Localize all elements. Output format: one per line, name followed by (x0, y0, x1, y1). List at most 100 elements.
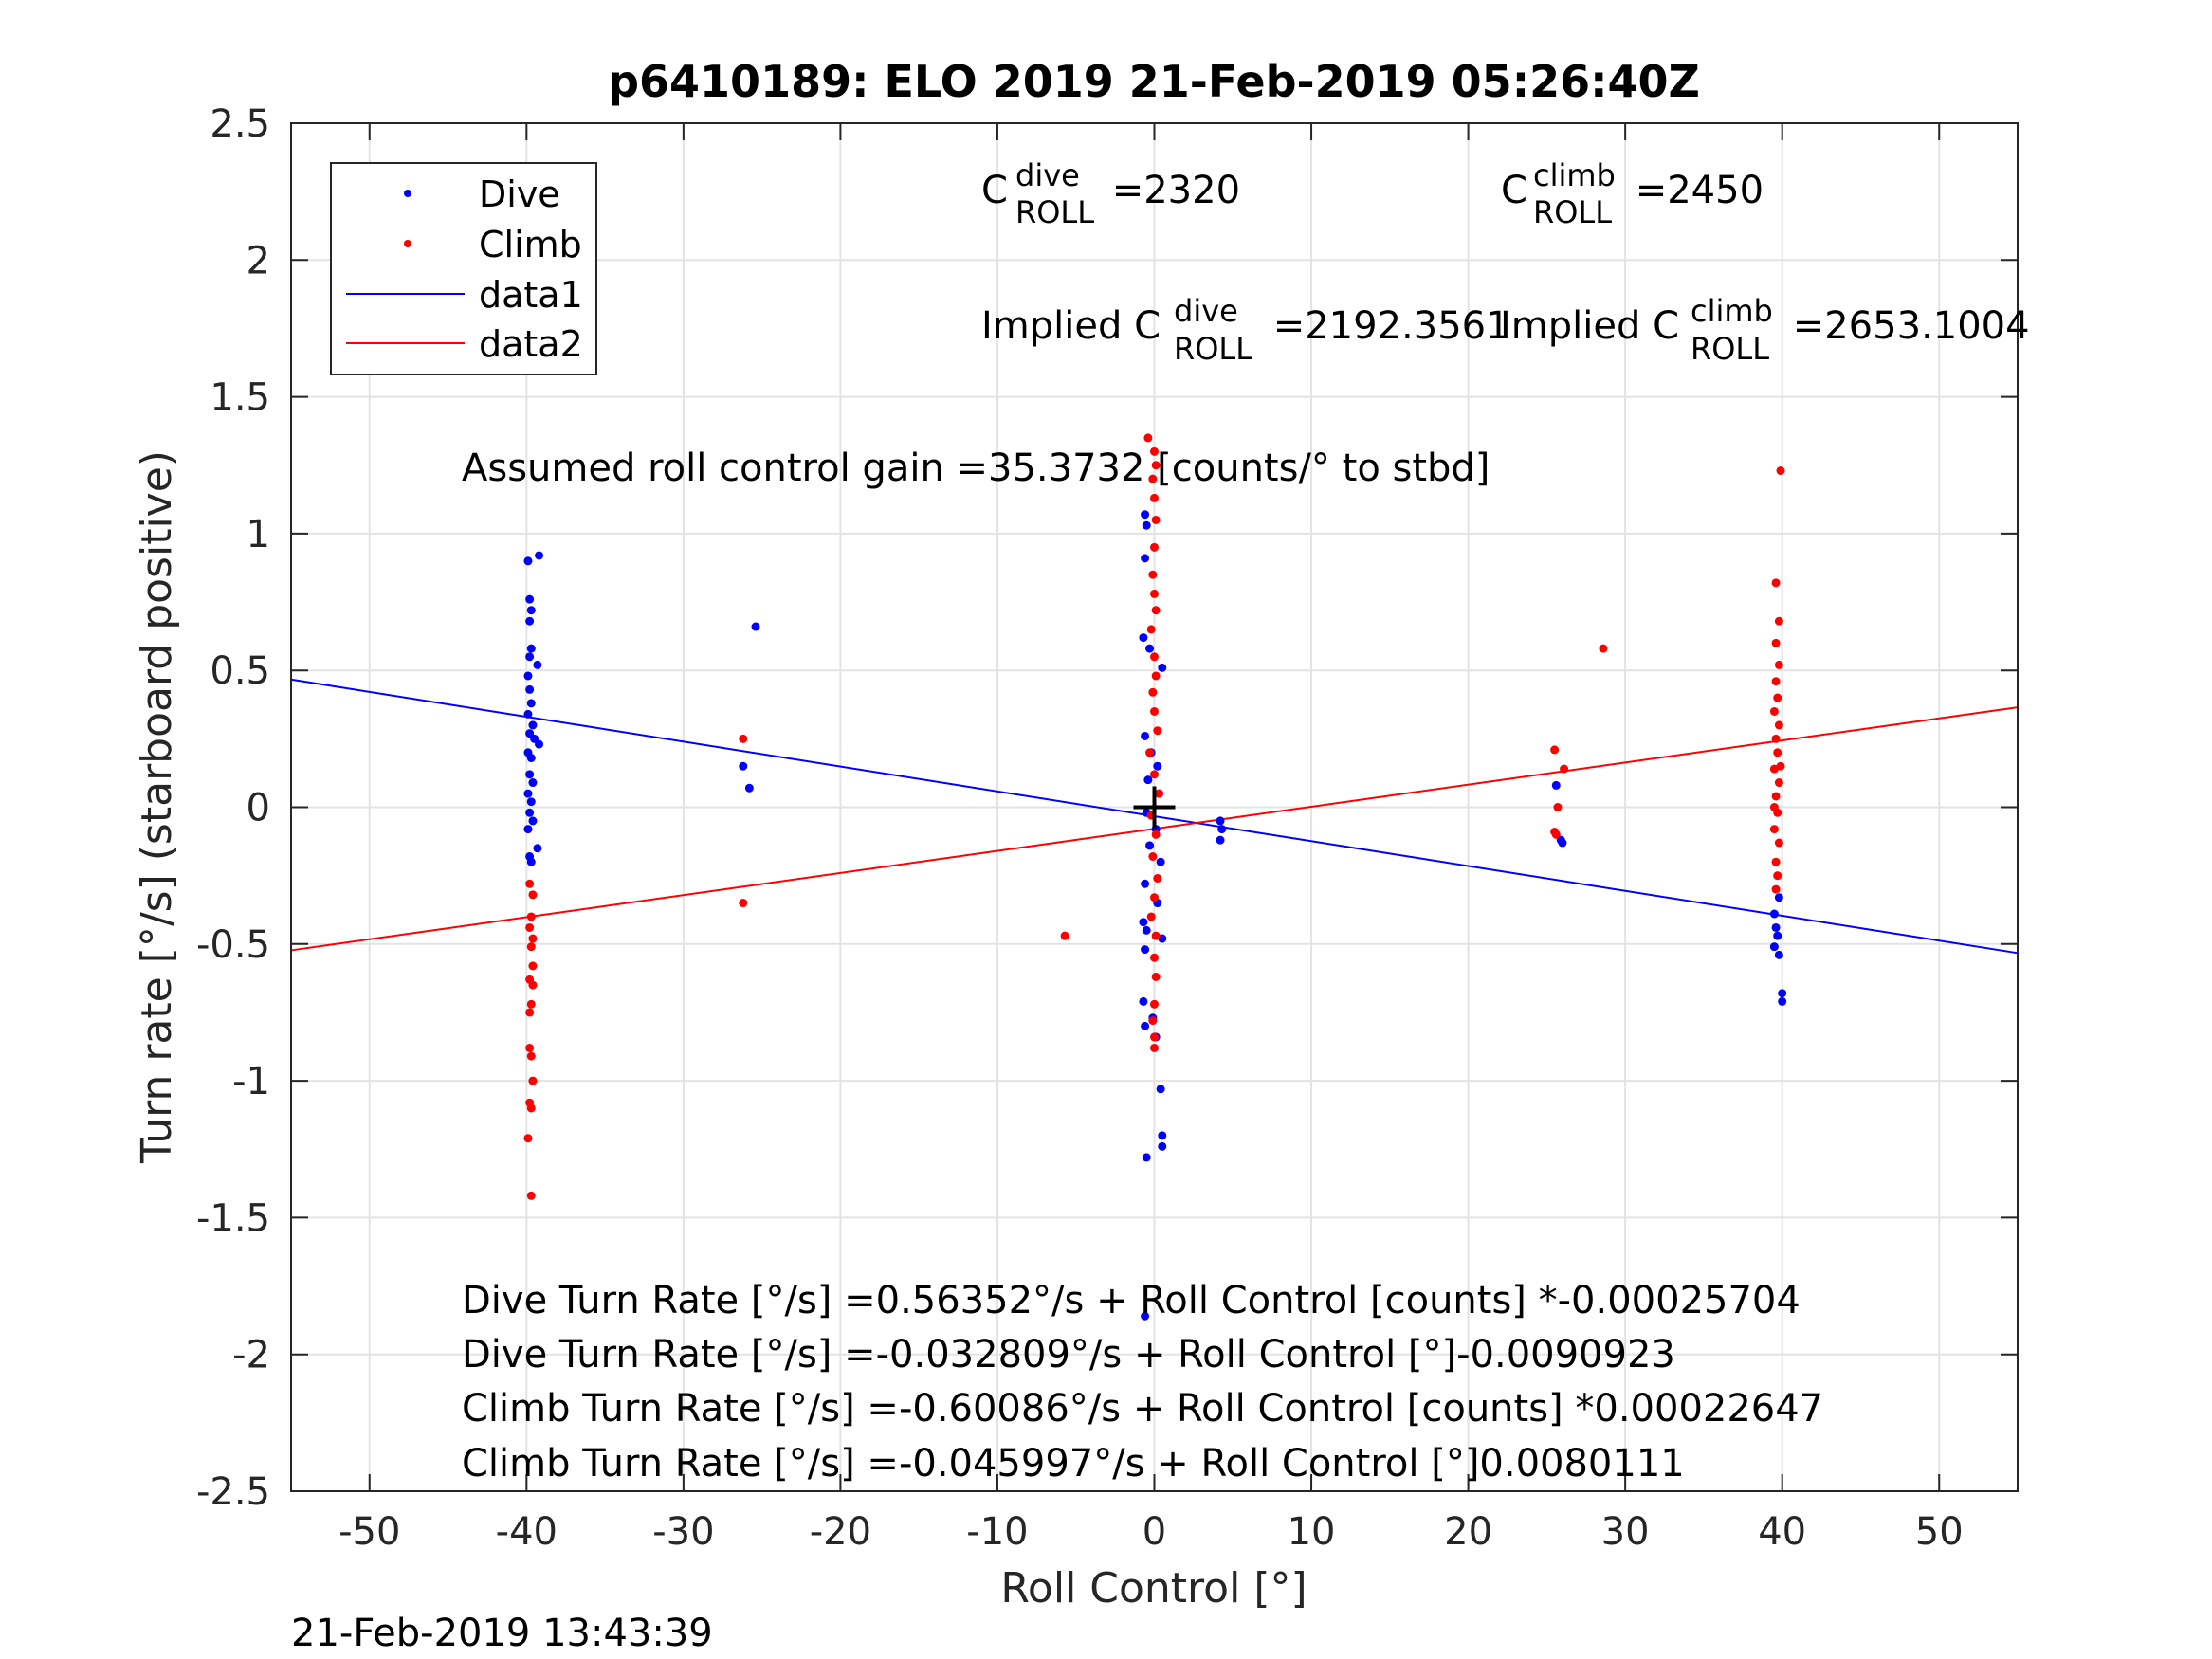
data-point-climb (1150, 589, 1159, 598)
data-point-climb (1060, 931, 1069, 940)
annotation-gain: Assumed roll control gain =35.3732 [coun… (462, 447, 1490, 490)
svg-text:=2450: =2450 (1623, 169, 1764, 212)
data-point-climb (1153, 726, 1162, 736)
svg-text:=2653.1004: =2653.1004 (1781, 304, 2030, 348)
x-tick-label: -30 (652, 1510, 714, 1554)
data-point-climb (525, 1043, 535, 1052)
data-point-climb (1150, 1043, 1159, 1052)
data-point-dive (1142, 1153, 1151, 1162)
x-axis-label: Roll Control [°] (1000, 1564, 1307, 1613)
data-point-climb (739, 734, 748, 743)
data-point-climb (1773, 693, 1782, 702)
data-point-climb (528, 1076, 538, 1085)
data-point-dive (535, 739, 544, 749)
y-tick-label: 2.5 (210, 102, 270, 146)
data-point-dive (528, 778, 538, 788)
data-point-climb (1773, 871, 1782, 881)
data-point-climb (1151, 671, 1161, 681)
data-point-dive (1216, 835, 1225, 845)
data-point-dive (523, 789, 533, 798)
data-point-climb (1769, 825, 1779, 834)
y-tick-label: 0 (247, 787, 270, 830)
data-point-climb (1776, 761, 1785, 771)
data-point-climb (526, 942, 536, 952)
data-point-climb (1150, 447, 1159, 456)
svg-text:ROLL: ROLL (1533, 194, 1612, 230)
data-point-dive (526, 754, 536, 763)
data-point-dive (1774, 950, 1783, 959)
x-tick-label: 40 (1758, 1510, 1806, 1554)
data-point-climb (526, 1103, 536, 1113)
y-axis-label: Turn rate [°/s] (starboard positive) (133, 450, 181, 1164)
data-point-dive (1158, 1141, 1167, 1151)
data-point-dive (1551, 780, 1561, 790)
data-point-climb (528, 980, 538, 990)
y-tick-label: -2 (232, 1334, 270, 1377)
data-point-climb (525, 879, 535, 888)
x-tick-label: 20 (1444, 1510, 1492, 1554)
data-point-dive (1156, 1085, 1165, 1094)
data-point-climb (525, 922, 535, 932)
data-point-dive (1217, 825, 1227, 834)
data-point-climb (1550, 827, 1560, 836)
data-point-dive (526, 699, 536, 708)
data-point-climb (526, 999, 536, 1009)
data-point-climb (1771, 884, 1781, 894)
data-point-dive (744, 783, 754, 793)
svg-text:ROLL: ROLL (1015, 194, 1094, 230)
data-point-dive (1145, 841, 1155, 850)
data-point-dive (526, 644, 536, 653)
x-tick-label: -50 (338, 1510, 400, 1554)
data-point-climb (1771, 734, 1781, 743)
data-point-dive (535, 551, 544, 560)
data-point-climb (1150, 893, 1159, 902)
data-point-climb (1150, 953, 1159, 962)
legend-dive-marker (404, 190, 411, 197)
annotation-equation-3: Climb Turn Rate [°/s] =-0.60086°/s + Rol… (462, 1387, 1823, 1431)
y-tick-label: -2.5 (196, 1470, 270, 1514)
data-point-dive (525, 594, 535, 604)
data-point-dive (525, 808, 535, 817)
svg-text:=2320: =2320 (1100, 169, 1240, 212)
data-point-climb (1771, 578, 1781, 588)
x-tick-label: -10 (966, 1510, 1028, 1554)
data-point-dive (1141, 1021, 1150, 1030)
data-point-dive (523, 671, 533, 681)
data-point-dive (526, 606, 536, 615)
data-point-dive (1158, 663, 1167, 672)
data-point-dive (1156, 857, 1165, 866)
data-point-climb (1148, 851, 1158, 861)
y-tick-labels: -2.5 -2 -1.5 -1 -0.5 0 0.5 1 1.5 2 2.5 (196, 102, 270, 1514)
data-point-dive (1141, 510, 1150, 520)
data-point-climb (1776, 466, 1785, 476)
y-tick-label: -0.5 (196, 923, 270, 967)
timestamp: 21-Feb-2019 13:43:39 (291, 1612, 713, 1655)
data-point-climb (1151, 931, 1161, 940)
svg-text:Implied C: Implied C (1500, 304, 1679, 348)
data-point-climb (526, 1191, 536, 1200)
x-tick-label: 0 (1143, 1510, 1166, 1554)
data-point-dive (526, 857, 536, 866)
data-point-dive (533, 844, 542, 853)
data-point-dive (1771, 922, 1781, 932)
data-point-dive (1153, 761, 1162, 771)
data-point-climb (1553, 803, 1563, 811)
data-point-climb (528, 961, 538, 971)
data-point-climb (526, 912, 536, 921)
data-point-climb (1774, 660, 1783, 669)
data-point-dive (1139, 918, 1148, 927)
data-point-climb (528, 934, 538, 943)
annotation-implied-c-dive: Implied C dive ROLL =2192.3561 (981, 293, 1510, 367)
data-point-climb (1550, 745, 1560, 755)
x-tick-labels: -50 -40 -30 -20 -10 0 10 20 30 40 50 (338, 1510, 1964, 1554)
data-point-dive (739, 761, 748, 771)
y-tick-label: 1 (247, 513, 270, 556)
legend: Dive Climb data1 data2 (330, 162, 597, 375)
x-tick-label: -20 (810, 1510, 871, 1554)
data-point-dive (1141, 1311, 1150, 1321)
svg-text:C: C (1501, 169, 1527, 212)
data-point-dive (1773, 931, 1782, 940)
data-point-dive (1774, 893, 1783, 902)
data-point-climb (1150, 706, 1159, 716)
